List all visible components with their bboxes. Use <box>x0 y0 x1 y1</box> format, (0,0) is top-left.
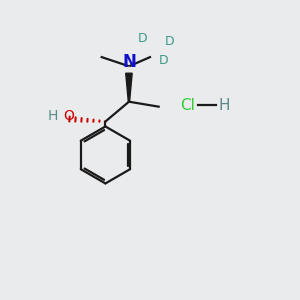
Text: D: D <box>138 32 147 45</box>
Text: H: H <box>218 98 230 113</box>
Text: Cl: Cl <box>180 98 195 113</box>
Text: N: N <box>122 53 136 71</box>
Text: D: D <box>159 54 168 67</box>
Text: O: O <box>63 109 74 123</box>
Text: H: H <box>48 109 58 123</box>
Text: D: D <box>165 34 175 47</box>
Polygon shape <box>126 73 132 102</box>
